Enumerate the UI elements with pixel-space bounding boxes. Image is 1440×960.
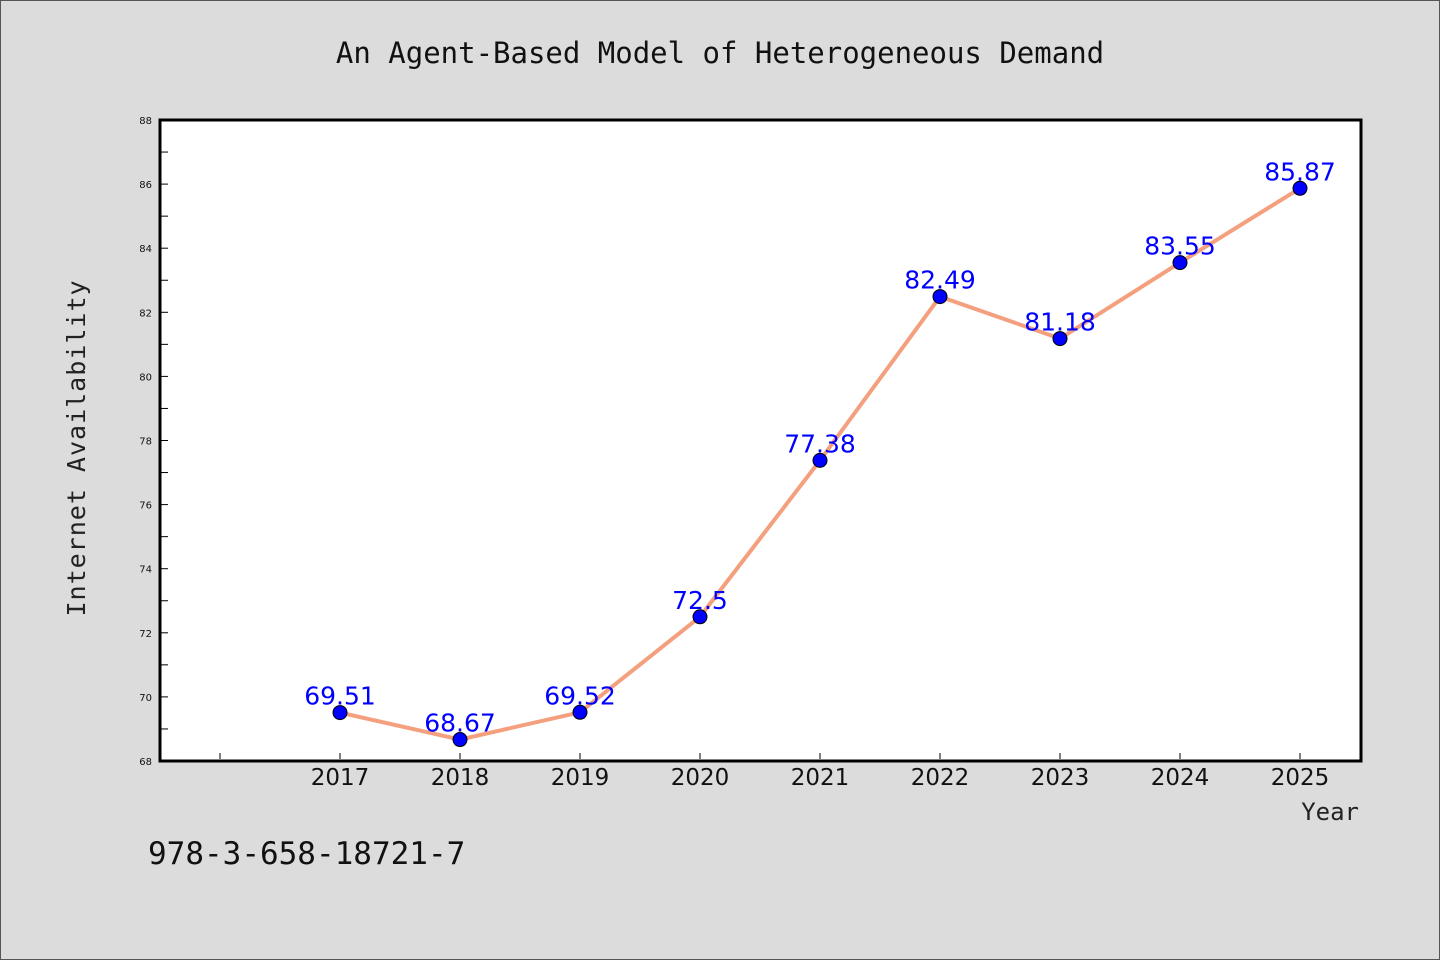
y-tick-label: 88	[139, 116, 152, 127]
x-tick-label: 2022	[911, 765, 970, 791]
plot-border	[158, 118, 1363, 763]
data-point	[932, 289, 948, 305]
data-point	[452, 732, 468, 748]
y-tick-label: 82	[139, 308, 152, 319]
chart-title: An Agent-Based Model of Heterogeneous De…	[336, 36, 1104, 70]
x-axis: 2017 2018 2019 2020 2021 2022 2023 2024 2025	[219, 753, 1330, 791]
y-tick-label: 86	[139, 180, 152, 191]
x-axis-title: Year	[1301, 798, 1359, 826]
data-point	[572, 704, 588, 720]
data-point	[1292, 180, 1308, 196]
x-tick-label: 2020	[671, 765, 730, 791]
x-tick-label: 2021	[791, 765, 850, 791]
data-label: 69.52	[544, 681, 616, 710]
y-tick-label: 84	[139, 244, 152, 255]
y-axis: 68 70 72 74 76 78 80 82 84 86 88	[139, 116, 168, 768]
series-layer: 69.51 68.67 69.52 72.5 77.38 82.49 81.18 83.55 8…	[304, 157, 1336, 748]
data-point	[692, 609, 708, 625]
data-point	[332, 705, 348, 721]
data-label: 68.67	[424, 709, 496, 738]
data-point	[812, 452, 828, 468]
y-tick-label: 78	[139, 437, 152, 448]
y-tick-label: 70	[139, 693, 152, 704]
y-tick-label: 74	[139, 565, 152, 576]
x-tick-label: 2023	[1031, 765, 1090, 791]
y-tick-label: 76	[139, 501, 152, 512]
data-label: 85.87	[1264, 157, 1336, 186]
x-tick-label: 2017	[311, 765, 370, 791]
data-label: 83.55	[1144, 232, 1216, 261]
data-label: 81.18	[1024, 308, 1096, 337]
x-tick-label: 2025	[1271, 765, 1330, 791]
isbn-text: 978-3-658-18721-7	[148, 836, 465, 872]
y-tick-label: 68	[139, 757, 152, 768]
data-label: 77.38	[784, 429, 856, 458]
data-label: 69.51	[304, 682, 376, 711]
data-label: 72.5	[672, 586, 728, 615]
y-axis-title: Internet Availability	[62, 279, 91, 616]
data-point	[1052, 331, 1068, 347]
data-point	[1172, 255, 1188, 271]
x-tick-label: 2018	[431, 765, 490, 791]
x-tick-label: 2019	[551, 765, 610, 791]
plot-area	[160, 120, 1361, 761]
data-label: 82.49	[904, 266, 976, 295]
y-tick-label: 80	[139, 372, 152, 383]
x-tick-label: 2024	[1151, 765, 1210, 791]
y-tick-label: 72	[139, 629, 152, 640]
